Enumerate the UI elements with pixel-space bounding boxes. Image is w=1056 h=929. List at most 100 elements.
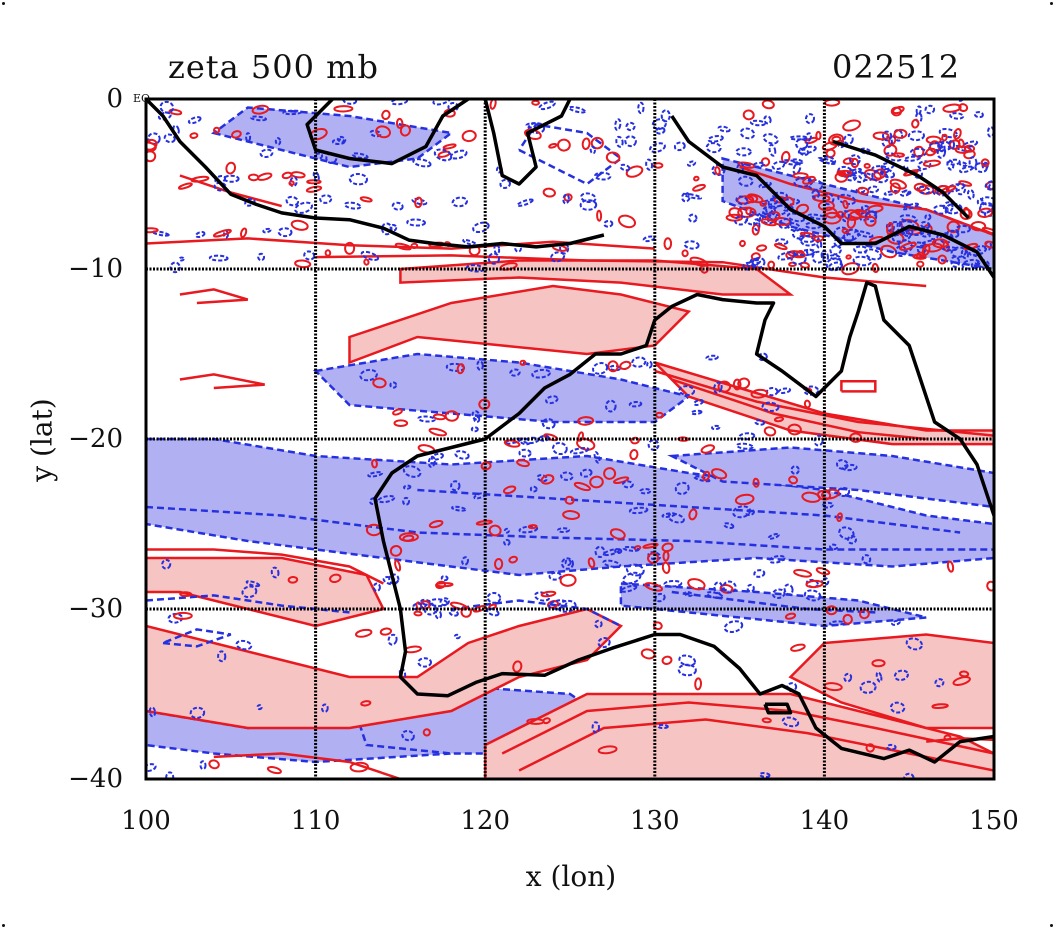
positive-contour-cell: [970, 221, 987, 232]
negative-contour-cell: [842, 232, 855, 243]
positive-contour-cell: [290, 219, 309, 231]
positive-contour-cell: [977, 207, 994, 218]
negative-contour-cell: [713, 581, 724, 595]
positive-contour-cell: [773, 243, 788, 251]
negative-contour-cell: [915, 112, 923, 123]
positive-contour-cell: [773, 416, 785, 423]
positive-contour-cell: [647, 552, 660, 564]
positive-contour-cell: [508, 555, 519, 564]
positive-contour-cell: [581, 137, 591, 151]
negative-contour-cell: [403, 484, 412, 490]
negative-contour-cell: [758, 352, 768, 362]
positive-contour-cell: [589, 475, 604, 489]
negative-contour-cell: [509, 368, 521, 377]
positive-contour-cell: [333, 105, 354, 113]
negative-contour-cell: [749, 257, 759, 268]
negative-contour-cell: [649, 142, 666, 153]
positive-contour-cell: [168, 108, 183, 116]
positive-contour-cell: [562, 510, 581, 520]
negative-contour-cell: [245, 580, 261, 588]
negative-contour-cell: [476, 360, 484, 371]
positive-contour-cell: [603, 467, 617, 480]
negative-contour-cell: [933, 204, 949, 215]
negative-contour-cell: [569, 447, 590, 455]
negative-contour-cell: [722, 580, 737, 594]
negative-contour-cell: [673, 141, 686, 152]
positive-contour-cell: [437, 150, 451, 158]
negative-contour-cell: [602, 559, 622, 568]
positive-contour-cell: [820, 488, 840, 500]
positive-contour-cell: [488, 524, 502, 537]
negative-contour-cell: [472, 221, 490, 234]
negative-contour-cell: [622, 571, 642, 585]
negative-contour-cell: [970, 262, 979, 270]
negative-contour-cell: [548, 599, 568, 610]
positive-contour-cell: [883, 144, 898, 157]
positive-contour-cell: [761, 99, 775, 110]
negative-contour-cell: [450, 480, 461, 492]
positive-contour-cell: [763, 426, 777, 437]
positive-contour-cell: [802, 175, 816, 185]
map-title: zeta 500 mb: [168, 48, 379, 86]
positive-contour-cell: [846, 216, 857, 229]
negative-contour-cell: [169, 261, 181, 274]
negative-contour-cell: [754, 419, 766, 426]
x-axis-label: x (lon): [525, 860, 617, 893]
positive-contour-cell: [605, 151, 621, 164]
negative-vorticity-region: [146, 437, 994, 577]
positive-contour-cell: [559, 573, 577, 587]
positive-contour-cell: [294, 259, 312, 269]
positive-contour-cell: [519, 359, 527, 366]
negative-contour-cell: [568, 105, 586, 114]
negative-contour-cell: [736, 162, 745, 175]
positive-contour-cell: [363, 258, 370, 266]
x-tick-label: 150: [969, 806, 1019, 836]
positive-contour-cell: [916, 260, 925, 268]
negative-contour-cell: [165, 771, 175, 779]
positive-contour-cell: [899, 241, 917, 251]
negative-contour-cell: [959, 165, 974, 174]
positive-contour-line: [146, 548, 384, 585]
positive-contour-cell: [577, 431, 585, 442]
negative-contour-cell: [151, 230, 170, 237]
positive-contour-cell: [266, 766, 282, 775]
negative-contour-line: [162, 628, 232, 648]
negative-contour-cell: [828, 620, 845, 627]
positive-contour-cell: [189, 132, 199, 139]
negative-contour-cell: [786, 212, 806, 223]
negative-contour-cell: [947, 139, 956, 151]
negative-contour-cell: [594, 171, 612, 181]
positive-contour-cell: [688, 508, 698, 521]
positive-contour-cell: [389, 545, 403, 557]
positive-contour-cell: [146, 227, 159, 234]
negative-contour-cell: [412, 158, 432, 168]
positive-contour-cell: [943, 734, 952, 741]
positive-contour-cell: [986, 580, 994, 592]
positive-contour-cell: [596, 209, 603, 222]
negative-contour-cell: [625, 121, 636, 132]
y-tick-label: 0: [106, 84, 123, 114]
negative-contour-cell: [564, 558, 572, 566]
negative-contour-cell: [285, 195, 300, 207]
negative-contour-cell: [781, 716, 800, 728]
negative-contour-cell: [762, 133, 779, 145]
positive-contour-cell: [597, 745, 618, 755]
negative-contour-cell: [875, 671, 883, 683]
positive-contour-cell: [859, 608, 870, 620]
positive-contour-cell: [984, 240, 994, 249]
positive-contour-cell: [841, 228, 850, 235]
negative-contour-cell: [657, 723, 669, 730]
negative-contour-cell: [723, 522, 735, 529]
positive-contour-cell: [239, 227, 248, 238]
negative-contour-cell: [693, 399, 704, 406]
negative-contour-cell: [980, 196, 994, 207]
negative-contour-cell: [903, 772, 915, 779]
negative-contour-cell: [763, 115, 772, 125]
negative-contour-cell: [262, 227, 272, 234]
negative-contour-cell: [580, 192, 597, 204]
negative-contour-cell: [707, 134, 724, 143]
negative-contour-cell: [853, 245, 868, 254]
coastline: [832, 139, 970, 220]
negative-contour-cell: [406, 218, 426, 227]
